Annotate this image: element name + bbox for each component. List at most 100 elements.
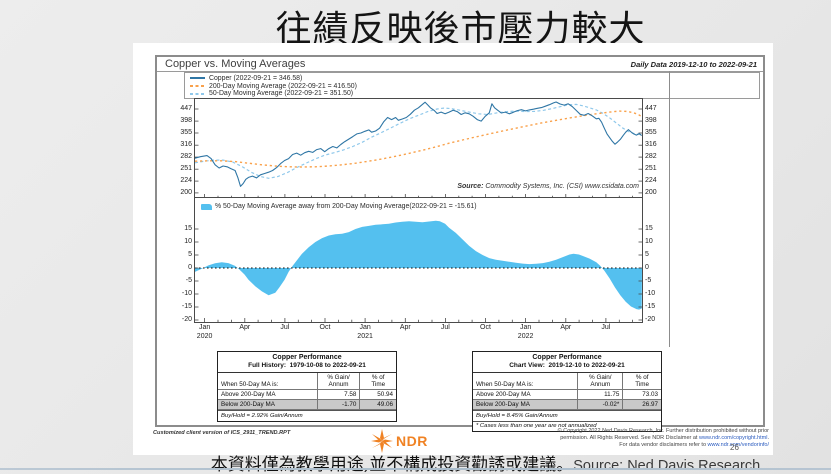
copyright-block: © Copyright 2022 Ned Davis Research, Inc… bbox=[463, 428, 769, 448]
month-axis-label: Apr bbox=[560, 324, 572, 331]
price-axis-label-left: 398 bbox=[180, 117, 192, 125]
spread-axis-label-right: 5 bbox=[645, 251, 649, 258]
month-axis-label: Jan bbox=[198, 324, 211, 331]
performance-table-full-history: Copper Performance Full History: 1979-10… bbox=[217, 351, 397, 422]
legend-label: 200-Day Moving Average (2022-09-21 = 416… bbox=[209, 82, 357, 90]
year-axis-label: 2020 bbox=[196, 332, 213, 340]
month-axis-label: Jul bbox=[601, 324, 611, 331]
price-axis-label-right: 316 bbox=[645, 141, 657, 149]
spread-legend-label: % 50-Day Moving Average away from 200-Da… bbox=[215, 203, 477, 210]
spread-axis-label-left: 15 bbox=[184, 225, 192, 232]
ma200-line-swatch-icon bbox=[190, 85, 205, 88]
chart-title: Copper vs. Moving Averages bbox=[165, 58, 306, 70]
spread-axis-label-left: -15 bbox=[181, 303, 192, 310]
price-axis-label-right: 200 bbox=[645, 188, 657, 196]
disclaimer-text-cn: 本資料僅為教學用途,並不構成投資勸誘或建議。 bbox=[210, 455, 574, 474]
vendorinfo-link: www.ndr.com/vendorinfo/ bbox=[707, 441, 769, 448]
ndr-chart-box: Copper vs. Moving Averages Daily Data 20… bbox=[155, 55, 765, 432]
spread-axis-label-left: -20 bbox=[181, 316, 192, 323]
data-source-note: Source: Commodity Systems, Inc. (CSI) ww… bbox=[357, 183, 639, 190]
table-footnote-2: * Cases less than one year are not annua… bbox=[476, 423, 597, 429]
ndr-starburst-icon bbox=[371, 429, 393, 453]
legend-label: Copper (2022-09-21 = 346.58) bbox=[209, 74, 303, 82]
price-axis-label-right: 251 bbox=[645, 165, 657, 173]
page-number: 26 bbox=[730, 443, 739, 452]
spread-axis-label-left: 5 bbox=[188, 251, 192, 258]
col-header-when: When 50-Day MA is: bbox=[218, 373, 318, 389]
spread-axis-label-right: 15 bbox=[645, 225, 653, 232]
price-axis-label-right: 355 bbox=[645, 129, 657, 136]
month-axis-label: Jan bbox=[359, 324, 371, 331]
spread-axis-label-right: -15 bbox=[645, 303, 656, 310]
table-title: Copper Performance bbox=[532, 354, 602, 361]
year-axis-label: 2021 bbox=[357, 332, 373, 340]
table-header-row: When 50-Day MA is: % Gain/Annum % of Time bbox=[218, 373, 396, 390]
price-axis-label-right: 282 bbox=[645, 153, 657, 161]
table-subtitle: Chart View: 2019-12-10 to 2022-09-21 bbox=[473, 362, 661, 373]
spread-axis-label-left: -5 bbox=[185, 277, 192, 284]
month-axis-label: Apr bbox=[239, 324, 251, 331]
slide-bottom-rule bbox=[0, 468, 831, 470]
copyright-line-2: permission. All Rights Reserved. See NDR… bbox=[560, 434, 769, 441]
legend-item-50dma: 50-Day Moving Average (2022-09-21 = 351.… bbox=[190, 90, 759, 98]
spread-axis-label-right: -5 bbox=[645, 277, 652, 284]
month-axis-label: Apr bbox=[399, 324, 411, 331]
price-axis-label-left: 224 bbox=[180, 177, 192, 185]
price-axis-label-left: 282 bbox=[180, 153, 192, 161]
price-axis-label-left: 447 bbox=[180, 105, 192, 112]
chart-date-range: Daily Data 2019-12-10 to 2022-09-21 bbox=[630, 60, 757, 69]
table-subtitle: Full History: 1979-10-08 to 2022-09-21 bbox=[218, 362, 396, 373]
price-chart-svg bbox=[195, 101, 642, 198]
price-axis-label-left: 316 bbox=[180, 141, 192, 149]
spread-axis-label-right: -20 bbox=[645, 316, 656, 323]
month-axis-label: Oct bbox=[480, 324, 491, 331]
spread-axis-label-right: -10 bbox=[645, 290, 656, 297]
col-header-time: % of Time bbox=[635, 374, 650, 388]
copper-line-swatch-icon bbox=[190, 77, 205, 80]
table-row-highlighted: Below 200-Day MA -1.70 49.06 bbox=[218, 400, 396, 410]
spread-chart-svg bbox=[195, 220, 642, 322]
spread-axis-label-left: 10 bbox=[184, 238, 192, 245]
spread-axis-label-left: -10 bbox=[181, 290, 192, 297]
panel-divider bbox=[195, 197, 642, 198]
area-fill-swatch-icon bbox=[201, 203, 212, 210]
ndr-logo: NDR bbox=[371, 429, 428, 453]
legend-item-200dma: 200-Day Moving Average (2022-09-21 = 416… bbox=[190, 82, 759, 90]
table-row: Above 200-Day MA 7.58 50.94 bbox=[218, 390, 396, 400]
performance-table-chart-view: Copper Performance Chart View: 2019-12-1… bbox=[472, 351, 662, 432]
source-label: Source: bbox=[457, 183, 484, 190]
table-footnote: Buy/Hold = 8.45% Gain/Annum bbox=[473, 410, 661, 422]
legend-label: 50-Day Moving Average (2022-09-21 = 351.… bbox=[209, 90, 354, 98]
client-version-note: Customized client version of ICS_2911_TR… bbox=[153, 430, 291, 436]
col-header-gain: % Gain/Annum bbox=[318, 373, 361, 389]
table-footnote: Buy/Hold = 2.92% Gain/Annum bbox=[218, 410, 396, 421]
price-axis-label-right: 224 bbox=[645, 177, 657, 185]
spread-axis-label-left: 0 bbox=[188, 264, 192, 271]
inner-frame-line bbox=[669, 71, 670, 347]
copyright-line-1: © Copyright 2022 Ned Davis Research, Inc… bbox=[557, 428, 769, 434]
price-axis-label-right: 398 bbox=[645, 117, 657, 125]
copyright-line-3: For data vendor disclaimers refer to www… bbox=[619, 441, 769, 448]
spread-axis-label-right: 0 bbox=[645, 264, 649, 271]
ndr-logo-text: NDR bbox=[396, 433, 428, 449]
month-axis-label: Oct bbox=[319, 324, 331, 331]
plot-frame bbox=[194, 98, 643, 323]
table-header-row: When 50-Day MA is: % Gain/Annum % of Time bbox=[473, 373, 661, 390]
source-text: Commodity Systems, Inc. (CSI) www.csidat… bbox=[483, 183, 639, 190]
col-header-gain: % Gain/Annum bbox=[578, 373, 624, 389]
chart-legend: Copper (2022-09-21 = 346.58) 200-Day Mov… bbox=[184, 72, 760, 99]
table-title: Copper Performance bbox=[272, 354, 342, 361]
table-row: Above 200-Day MA 11.75 73.03 bbox=[473, 390, 661, 400]
bottom-caption: 本資料僅為教學用途,並不構成投資勸誘或建議。Source: Ned Davis … bbox=[140, 450, 831, 474]
legend-item-copper: Copper (2022-09-21 = 346.58) bbox=[190, 75, 759, 83]
table-row-highlighted: Below 200-Day MA -0.02* 26.97 bbox=[473, 400, 661, 410]
copyright-link: www.ndr.com/copyright.html bbox=[699, 434, 768, 441]
caption-source: Source: Ned Davis Research bbox=[573, 458, 761, 474]
price-axis-label-left: 355 bbox=[180, 129, 192, 136]
ma50-line-swatch-icon bbox=[190, 92, 205, 95]
price-axis-label-right: 447 bbox=[645, 105, 657, 112]
col-header-when: When 50-Day MA is: bbox=[473, 373, 579, 389]
spread-legend: % 50-Day Moving Average away from 200-Da… bbox=[201, 203, 477, 210]
price-axis-label-left: 200 bbox=[180, 188, 192, 196]
